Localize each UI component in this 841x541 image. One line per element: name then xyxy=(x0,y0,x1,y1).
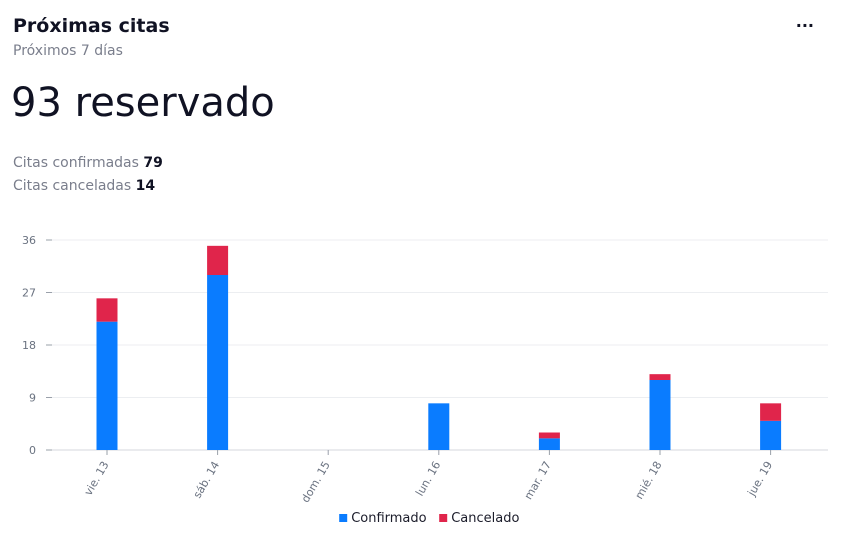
x-tick-label: dom. 15 xyxy=(299,459,333,505)
bar-confirmado xyxy=(760,420,782,450)
cancelled-stat-label: Citas canceladas xyxy=(13,178,132,194)
cancelled-stat: Citas canceladas 14 xyxy=(13,175,163,198)
y-tick-label: 27 xyxy=(22,287,36,300)
x-tick-label: vie. 13 xyxy=(82,459,112,498)
x-tick-label: mié. 18 xyxy=(633,459,665,501)
legend-swatch-confirmado xyxy=(339,514,348,522)
bar-cancelado xyxy=(96,298,118,322)
x-tick-label: sáb. 14 xyxy=(191,459,222,501)
x-tick-label: jue. 19 xyxy=(745,459,776,499)
confirmed-stat: Citas confirmadas 79 xyxy=(13,152,163,175)
confirmed-stat-label: Citas confirmadas xyxy=(13,155,139,171)
card-header: Próximas citas Próximos 7 días ··· xyxy=(13,14,828,60)
x-tick-label: lun. 16 xyxy=(413,459,443,498)
y-tick-label: 36 xyxy=(22,234,36,247)
total-booked: 93 reservado xyxy=(11,77,275,129)
booking-stats: Citas confirmadas 79 Citas canceladas 14 xyxy=(13,152,163,198)
legend-label-cancelado: Cancelado xyxy=(451,511,519,526)
legend-swatch-cancelado xyxy=(439,514,448,522)
bar-confirmado xyxy=(538,438,560,450)
confirmed-stat-value: 79 xyxy=(143,155,163,171)
x-tick-label: mar. 17 xyxy=(522,459,554,502)
bar-cancelado xyxy=(760,403,782,421)
total-booked-label: reservado xyxy=(74,80,275,126)
cancelled-stat-value: 14 xyxy=(135,178,156,194)
y-tick-label: 9 xyxy=(29,392,36,405)
total-booked-value: 93 xyxy=(11,80,62,126)
bar-confirmado xyxy=(649,380,671,450)
bar-cancelado xyxy=(538,432,560,439)
legend-label-confirmado: Confirmado xyxy=(351,511,426,526)
card-subtitle: Próximos 7 días xyxy=(13,43,123,59)
bar-confirmado xyxy=(428,403,450,450)
bar-confirmado xyxy=(207,275,229,450)
y-tick-label: 0 xyxy=(29,444,36,457)
y-tick-label: 18 xyxy=(22,339,36,352)
bar-confirmado xyxy=(96,321,118,450)
card-title: Próximas citas xyxy=(13,15,170,37)
bar-cancelado xyxy=(207,245,229,275)
more-options-button[interactable]: ··· xyxy=(795,16,814,35)
bar-cancelado xyxy=(649,374,671,380)
